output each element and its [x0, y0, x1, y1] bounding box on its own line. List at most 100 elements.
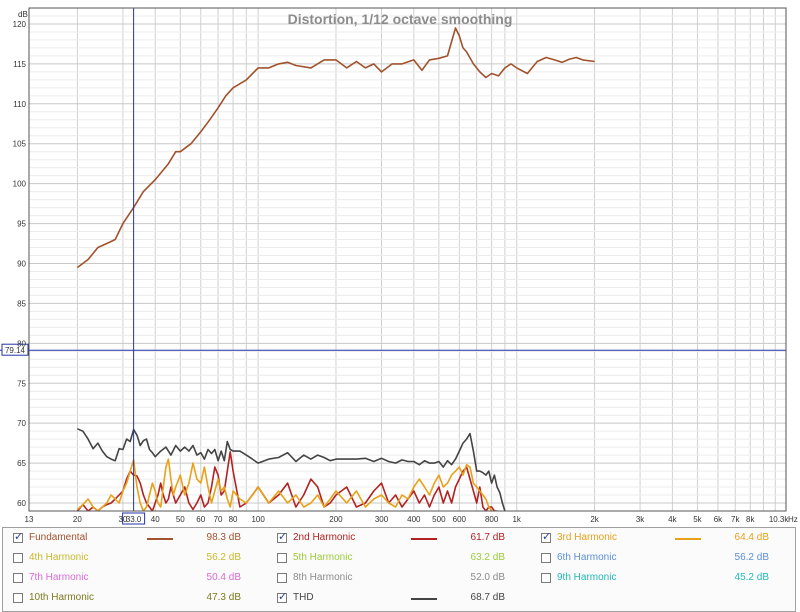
legend-checkbox[interactable]: ✓: [13, 531, 23, 543]
cursor-y-readout: 79.14: [5, 346, 26, 355]
legend-item-6th-harmonic: 6th Harmonic 56.2 dB: [535, 549, 795, 569]
y-tick-label: 120: [13, 20, 27, 29]
legend-item-7th-harmonic: 7th Harmonic 50.4 dB: [7, 569, 267, 589]
series-lines: [76, 27, 595, 511]
legend-item-8th-harmonic: 8th Harmonic 52.0 dB: [271, 569, 531, 589]
checkmark-icon: ✓: [542, 530, 552, 543]
legend-series-value: 98.3 dB: [206, 532, 241, 543]
legend-checkbox[interactable]: ✓: [277, 530, 288, 543]
legend-checkbox[interactable]: [541, 553, 551, 563]
x-tick-label: 70: [214, 515, 223, 524]
series-line-2nd-harmonic: [76, 451, 498, 511]
legend-series-value: 52.0 dB: [470, 572, 505, 583]
legend-series-name: 8th Harmonic: [293, 572, 353, 583]
legend-series-name: 9th Harmonic: [557, 572, 617, 583]
legend-series-name: 4th Harmonic: [29, 552, 89, 563]
x-tick-label: 5k: [693, 515, 702, 524]
grid-lines: [29, 7, 786, 511]
x-tick-label: 6k: [714, 515, 723, 524]
cursor-x-readout: 33.0: [126, 515, 142, 524]
y-tick-label: 100: [13, 180, 27, 189]
legend-item-3rd-harmonic: ✓ 3rd Harmonic 64.4 dB: [535, 529, 795, 549]
legend-color-swatch: [411, 598, 437, 600]
x-tick-label: 600: [453, 515, 467, 524]
legend-series-value: 56.2 dB: [734, 552, 769, 563]
x-tick-label: 30: [118, 515, 127, 524]
y-tick-label: 85: [17, 299, 26, 308]
legend-row: 10th Harmonic 47.3 dB ✓ THD 68.7 dB: [3, 589, 795, 609]
x-tick-label: 50: [176, 515, 185, 524]
legend-series-name: 7th Harmonic: [29, 572, 89, 583]
x-tick-label: 100: [251, 515, 265, 524]
legend-series-value: 63.2 dB: [470, 552, 505, 563]
legend-item-5th-harmonic: 5th Harmonic 63.2 dB: [271, 549, 531, 569]
legend-panel: ✓ Fundamental 98.3 dB ✓ 2nd Harmonic 61.7 dB ✓…: [2, 527, 796, 612]
legend-series-name: 3rd Harmonic: [557, 532, 618, 543]
y-tick-label: 60: [17, 499, 26, 508]
x-axis-unit-label: Hz: [788, 515, 798, 524]
legend-row: 7th Harmonic 50.4 dB 8th Harmonic 52.0 dB 9t…: [3, 569, 795, 589]
legend-item-4th-harmonic: 4th Harmonic 56.2 dB: [7, 549, 267, 569]
legend-item-2nd-harmonic: ✓ 2nd Harmonic 61.7 dB: [271, 529, 531, 549]
legend-series-value: 64.4 dB: [734, 532, 769, 543]
legend-series-value: 47.3 dB: [206, 592, 241, 603]
legend-item-10th-harmonic: 10th Harmonic 47.3 dB: [7, 589, 267, 609]
y-tick-label: 95: [17, 220, 26, 229]
legend-checkbox[interactable]: [277, 573, 287, 583]
x-tick-label: 500: [432, 515, 446, 524]
legend-series-name: Fundamental: [29, 532, 88, 543]
legend-checkbox[interactable]: [13, 593, 23, 603]
legend-series-value: 45.2 dB: [734, 572, 769, 583]
chart-svg: 79.14 33.0 13 20 30 40 50 60 70 80 100 200 300 400 50…: [0, 7, 798, 525]
legend-checkbox[interactable]: [13, 573, 23, 583]
x-tick-label: 1k: [512, 515, 521, 524]
x-tick-label: 200: [329, 515, 343, 524]
x-tick-label: 13: [25, 515, 34, 524]
checkmark-icon: ✓: [278, 590, 288, 603]
distortion-chart[interactable]: 79.14 33.0 13 20 30 40 50 60 70 80 100 200 300 400 50…: [0, 0, 800, 526]
legend-series-value: 61.7 dB: [470, 532, 505, 543]
cursor-y-readout-box: [1, 343, 29, 356]
legend-series-name: 10th Harmonic: [29, 592, 95, 603]
x-tick-label: 8k: [746, 515, 755, 524]
chart-title: Distortion, 1/12 octave smoothing: [288, 11, 513, 27]
legend-item-thd: ✓ THD 68.7 dB: [271, 589, 531, 609]
series-line-fundamental: [76, 27, 595, 269]
y-tick-label: 75: [17, 379, 26, 388]
y-tick-label: 115: [13, 60, 26, 69]
legend-series-name: THD: [293, 592, 314, 603]
x-tick-label: 7k: [731, 515, 740, 524]
legend-series-value: 56.2 dB: [206, 552, 241, 563]
legend-series-name: 2nd Harmonic: [293, 532, 356, 543]
legend-checkbox[interactable]: [13, 553, 23, 563]
y-tick-label: 90: [17, 259, 26, 268]
legend-color-swatch: [675, 538, 701, 540]
x-tick-label: 40: [151, 515, 160, 524]
axis-labels: 13 20 30 40 50 60 70 80 100 200 300 400 500 600 800 1k 2…: [13, 20, 798, 524]
cursor-lines[interactable]: 79.14 33.0: [0, 8, 786, 525]
legend-item-fundamental: ✓ Fundamental 98.3 dB: [7, 529, 267, 549]
legend-checkbox[interactable]: ✓: [541, 530, 552, 543]
legend-series-name: 6th Harmonic: [557, 552, 617, 563]
x-tick-label: 60: [196, 515, 205, 524]
checkmark-icon: ✓: [278, 530, 288, 543]
x-tick-label: 2k: [590, 515, 599, 524]
series-line-thd: [77, 428, 506, 511]
legend-item-9th-harmonic: 9th Harmonic 45.2 dB: [535, 569, 795, 589]
cursor-x-readout-box: [122, 512, 146, 525]
legend-checkbox[interactable]: ✓: [277, 590, 288, 603]
x-tick-label: 3k: [636, 515, 645, 524]
legend-checkbox[interactable]: [541, 573, 551, 583]
plot-border: [28, 7, 787, 512]
y-tick-label: 70: [17, 419, 26, 428]
legend-color-swatch: [411, 538, 437, 540]
legend-checkbox[interactable]: [277, 553, 287, 563]
legend-series-value: 50.4 dB: [206, 572, 241, 583]
legend-color-swatch: [147, 538, 173, 540]
legend-series-name: 5th Harmonic: [293, 552, 353, 563]
y-tick-label: 65: [17, 459, 26, 468]
x-tick-label: 20: [73, 515, 82, 524]
x-tick-label: 80: [229, 515, 238, 524]
y-tick-label: 105: [13, 140, 27, 149]
y-axis-unit-label: dB: [18, 10, 28, 19]
